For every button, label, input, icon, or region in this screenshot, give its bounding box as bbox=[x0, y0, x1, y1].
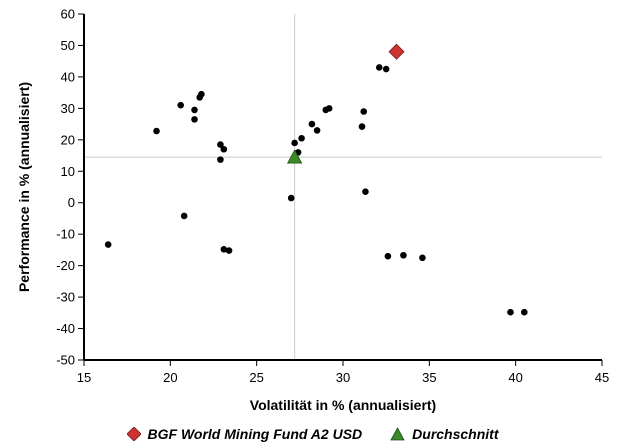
axes bbox=[83, 14, 602, 361]
y-tick-label: -30 bbox=[56, 290, 75, 305]
data-point bbox=[419, 254, 426, 262]
y-tick-label: 40 bbox=[61, 69, 75, 84]
data-point bbox=[400, 251, 407, 259]
x-tick-label: 45 bbox=[595, 370, 609, 385]
y-tick-label: -10 bbox=[56, 227, 75, 242]
crosshair-lines bbox=[84, 14, 602, 360]
y-tick-label: 60 bbox=[61, 7, 75, 22]
data-point bbox=[291, 139, 298, 147]
y-tick-label: 20 bbox=[61, 132, 75, 147]
data-point bbox=[220, 145, 228, 153]
x-tick-label: 15 bbox=[77, 370, 91, 385]
data-point bbox=[375, 64, 383, 71]
data-point bbox=[220, 245, 228, 253]
data-point bbox=[153, 127, 160, 135]
x-tick-label: 20 bbox=[163, 370, 177, 385]
data-point bbox=[362, 188, 369, 196]
x-axis-ticks: 15 20 25 30 35 40 45 bbox=[77, 360, 609, 385]
data-point bbox=[360, 108, 368, 115]
data-point bbox=[198, 90, 205, 98]
data-point bbox=[217, 156, 224, 163]
data-point bbox=[313, 127, 321, 134]
data-point bbox=[507, 308, 514, 316]
data-point bbox=[191, 116, 198, 123]
y-tick-label: 0 bbox=[68, 195, 75, 210]
y-tick-label: 30 bbox=[61, 101, 75, 116]
y-tick-label: -20 bbox=[56, 258, 75, 273]
x-tick-label: 25 bbox=[249, 370, 263, 385]
y-axis-title: Performance in % (annualisiert) bbox=[16, 82, 32, 292]
y-tick-label: 50 bbox=[61, 38, 75, 53]
y-tick-label: 10 bbox=[61, 164, 75, 179]
legend-label-fund: BGF World Mining Fund A2 USD bbox=[147, 426, 363, 442]
y-axis-ticks: 60 50 40 30 20 10 0 -10 -20 -30 -40 -50 bbox=[56, 7, 84, 368]
y-tick-label: -40 bbox=[56, 321, 75, 336]
legend-label-average: Durchschnitt bbox=[412, 426, 499, 442]
legend: BGF World Mining Fund A2 USD Durchschnit… bbox=[0, 424, 625, 444]
scatter-chart: 60 50 40 30 20 10 0 -10 -20 -30 -40 -50 15 20 25 30 35 4… bbox=[16, 7, 609, 414]
data-point bbox=[358, 123, 366, 130]
y-tick-label: -50 bbox=[56, 353, 75, 368]
diamond-icon bbox=[126, 427, 141, 441]
data-point bbox=[298, 134, 305, 142]
data-point bbox=[104, 241, 112, 248]
x-tick-label: 40 bbox=[508, 370, 522, 385]
data-point bbox=[191, 106, 198, 114]
data-point bbox=[225, 247, 233, 254]
data-point bbox=[217, 141, 224, 148]
data-point bbox=[287, 194, 295, 202]
triangle-icon bbox=[390, 427, 405, 441]
legend-item-fund: BGF World Mining Fund A2 USD bbox=[126, 426, 363, 442]
data-point bbox=[384, 252, 392, 260]
data-point bbox=[177, 101, 184, 109]
data-point bbox=[308, 120, 316, 128]
data-point bbox=[180, 212, 188, 220]
average-marker bbox=[286, 149, 303, 164]
fund-marker bbox=[388, 43, 405, 60]
data-point bbox=[325, 105, 333, 112]
data-point bbox=[521, 308, 528, 316]
x-tick-label: 30 bbox=[336, 370, 350, 385]
x-axis-title: Volatilität in % (annualisiert) bbox=[250, 397, 436, 413]
data-points bbox=[104, 64, 528, 316]
highlighted-markers bbox=[286, 43, 405, 164]
x-tick-label: 35 bbox=[422, 370, 436, 385]
data-point bbox=[382, 65, 390, 73]
legend-item-average: Durchschnitt bbox=[390, 426, 499, 442]
